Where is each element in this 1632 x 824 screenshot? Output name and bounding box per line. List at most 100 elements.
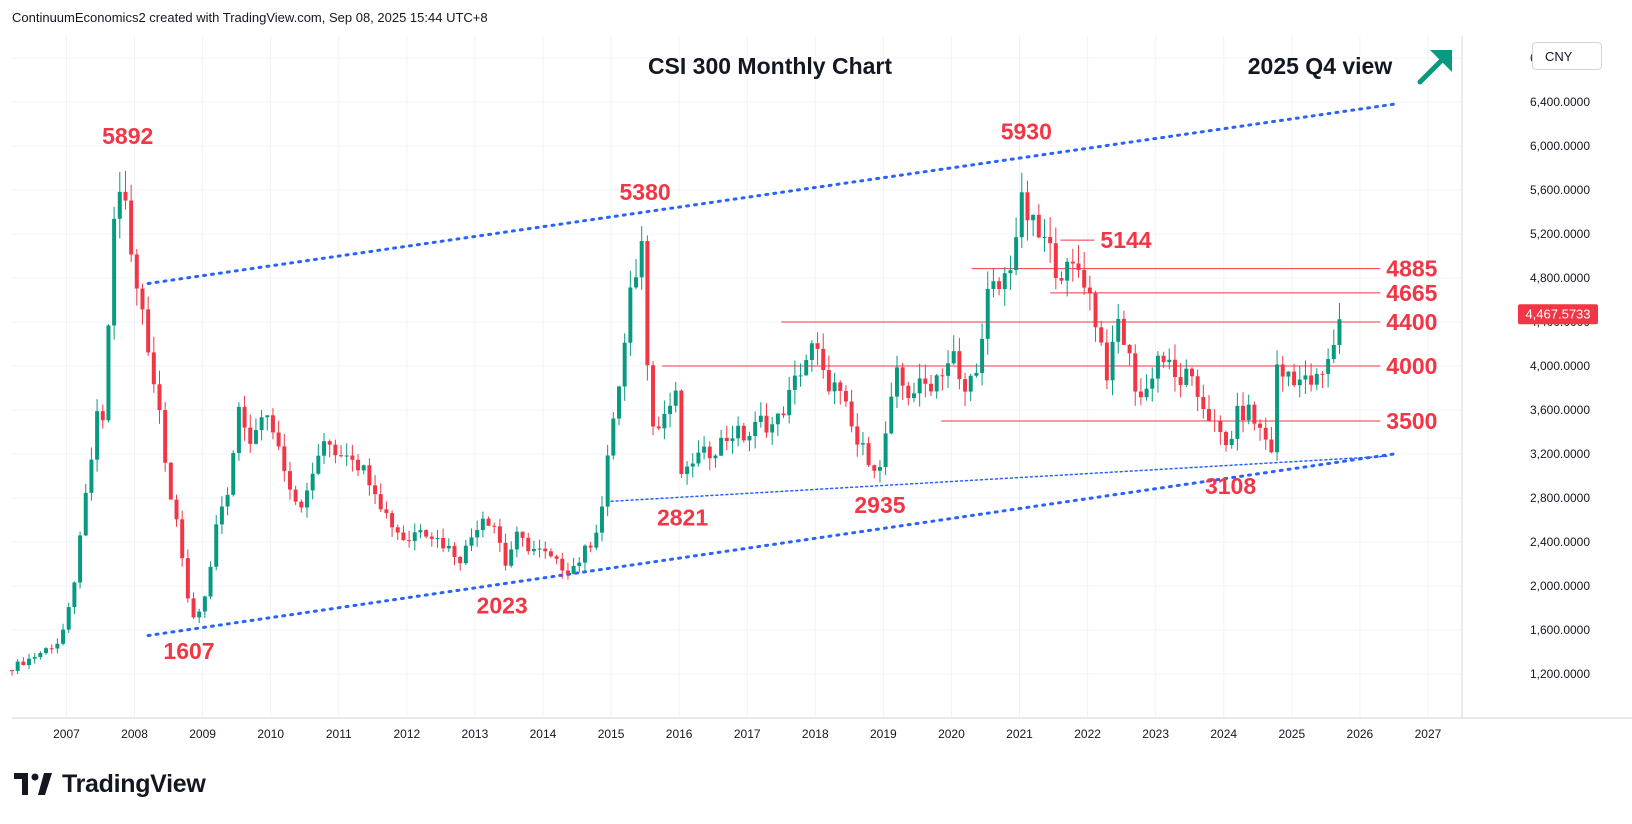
chart-credit: ContinuumEconomics2 created with Trading… [12,10,488,25]
candle-body [1036,214,1041,238]
candle-body [322,441,326,456]
candle-body [407,540,412,542]
candle-body [378,494,383,510]
x-tick-label: 2010 [257,727,284,741]
candle-body [985,288,990,339]
candle-body [730,438,735,442]
candle-body [1331,345,1336,360]
candle-body [310,473,315,491]
time-axis[interactable]: 2007 2008 2009 2010 2011 2012 2013 2014 2015 2016… [53,727,1442,741]
x-tick-label: 2025 [1278,727,1305,741]
candle-body [719,437,724,456]
candle-body [912,393,916,399]
candle-body [617,386,621,419]
x-tick-label: 2024 [1210,727,1237,741]
x-tick-label: 2021 [1006,727,1033,741]
candle-body [214,524,219,567]
candle-body [1014,237,1019,271]
price-axis[interactable]: 1,200.0000 1,600.0000 2,000.0000 2,400.0000… [1530,51,1590,681]
candle-body [821,348,826,371]
candle-body [855,426,860,445]
grid [12,36,1462,718]
y-tick-label: 2,000.0000 [1530,579,1590,593]
level-label: 4885 [1386,256,1437,282]
candle-body [1326,359,1331,374]
candle-body [651,365,656,427]
x-tick-label: 2013 [462,727,489,741]
y-tick-label: 1,600.0000 [1530,623,1590,637]
candle-body [560,558,565,571]
candle-body [1104,342,1109,381]
candle-body [1309,375,1314,385]
candle-body [1008,270,1013,274]
candle-body [531,548,536,552]
candle-body [197,611,202,618]
candle-body [724,437,729,442]
candle-body [129,200,134,255]
candle-body [792,375,797,390]
x-tick-label: 2009 [189,727,216,741]
candle-body [1252,404,1257,424]
candle-body [685,466,690,474]
candle-body [957,351,962,380]
trendline [146,452,1396,637]
candle-body [1286,371,1291,377]
candle-body [270,415,275,433]
y-tick-label: 2,800.0000 [1530,491,1590,505]
candle-body [838,382,843,391]
candle-body [72,582,77,608]
tradingview-logo[interactable]: TradingView [14,770,206,799]
candle-body [997,281,1002,290]
candle-body [373,485,378,495]
candle-body [492,525,497,527]
candle-body [1110,341,1115,381]
candle-body [1002,273,1007,290]
candle-body [889,396,894,434]
candle-body [231,452,236,495]
candle-body [809,343,814,360]
candle-body [1048,236,1053,244]
candle-body [435,537,440,539]
candle-body [736,425,741,439]
candle-body [429,536,434,539]
candle-body [401,532,406,541]
candle-body [1212,420,1217,422]
candle-body [526,537,531,552]
currency-selector[interactable]: CNY [1532,42,1602,70]
candle-body [327,441,332,445]
candle-body [974,372,979,376]
y-tick-label: 1,200.0000 [1530,667,1590,681]
candle-body [356,459,361,471]
candle-body [384,509,389,514]
candle-body [639,241,644,278]
candle-body [509,549,514,566]
candle-body [15,661,20,671]
candle-body [89,459,94,493]
candle-body [951,351,956,364]
level-label: 3500 [1386,408,1437,434]
y-tick-label: 4,000.0000 [1530,359,1590,373]
candle-body [1246,404,1251,421]
candle-body [248,427,253,444]
candle-body [236,406,241,453]
candle-body [390,513,395,528]
x-tick-label: 2019 [870,727,897,741]
trendline [146,102,1396,285]
candle-body [100,411,105,421]
candle-body [83,492,88,536]
candle-body [44,648,49,654]
candle-body [883,433,888,467]
candle-body [1167,359,1172,363]
swing-label: 3108 [1205,473,1256,499]
candle-body [662,413,667,429]
x-tick-label: 2014 [530,727,557,741]
level-label: 4665 [1386,280,1437,306]
candle-body [946,363,951,376]
candle-body [163,410,168,463]
candle-body [668,405,673,414]
candle-body [316,455,321,474]
candle-body [1275,364,1280,453]
candle-body [21,661,26,666]
candle-body [1241,405,1246,421]
